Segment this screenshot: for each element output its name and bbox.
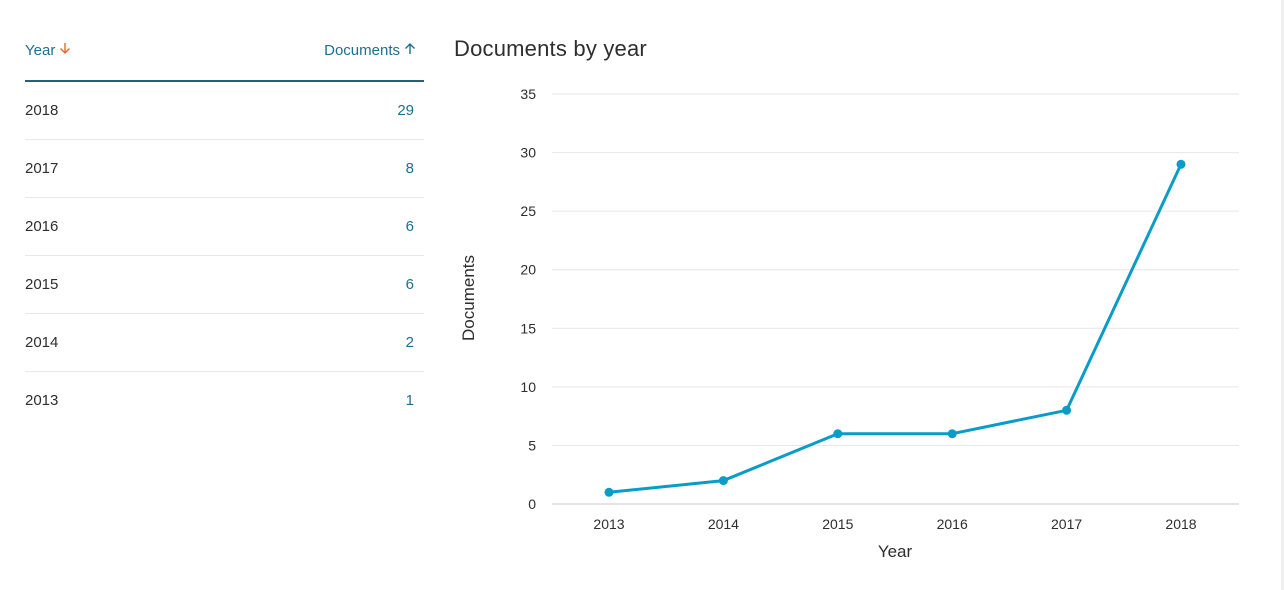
table-row: 2018 29 — [25, 82, 424, 140]
x-tick-label: 2016 — [937, 516, 968, 532]
documents-count-link[interactable]: 6 — [405, 218, 414, 235]
table-row: 2016 6 — [25, 198, 424, 256]
documents-count-link[interactable]: 8 — [405, 160, 414, 177]
year-cell: 2015 — [25, 276, 59, 293]
table-row: 2015 6 — [25, 256, 424, 314]
y-tick-label: 20 — [520, 262, 536, 278]
data-point[interactable] — [833, 429, 843, 439]
year-column-header[interactable]: Year — [25, 42, 71, 60]
year-cell: 2016 — [25, 218, 59, 235]
documents-count-link[interactable]: 29 — [397, 102, 414, 119]
y-tick-label: 15 — [520, 320, 536, 336]
x-tick-label: 2017 — [1051, 516, 1082, 532]
chart-title: Documents by year — [454, 36, 647, 61]
x-tick-label: 2018 — [1165, 516, 1196, 532]
x-axis-label: Year — [878, 542, 913, 561]
data-point[interactable] — [947, 429, 957, 439]
documents-count-link[interactable]: 2 — [405, 334, 414, 351]
x-tick-label: 2013 — [593, 516, 624, 532]
arrow-down-icon — [59, 42, 71, 59]
table-row: 2013 1 — [25, 372, 424, 429]
y-axis-label: Documents — [459, 255, 478, 341]
documents-count-link[interactable]: 6 — [405, 276, 414, 293]
year-cell: 2014 — [25, 334, 59, 351]
documents-header-label: Documents — [324, 42, 400, 59]
y-tick-label: 35 — [520, 86, 536, 102]
data-point[interactable] — [718, 476, 728, 486]
series-line — [608, 163, 1183, 494]
y-tick-label: 0 — [528, 496, 536, 512]
data-point[interactable] — [1176, 159, 1186, 169]
y-tick-label: 30 — [520, 145, 536, 161]
year-cell: 2018 — [25, 102, 59, 119]
scrollbar-track[interactable] — [1281, 0, 1284, 590]
y-tick-label: 5 — [528, 437, 536, 453]
documents-by-year-table: Year Documents 2018 29 2017 8 2016 6 2015 6 … — [25, 22, 424, 429]
year-cell: 2013 — [25, 392, 59, 409]
data-point[interactable] — [604, 487, 614, 497]
y-tick-label: 10 — [520, 379, 536, 395]
data-point[interactable] — [1062, 405, 1072, 415]
x-tick-label: 2014 — [708, 516, 739, 532]
year-header-label: Year — [25, 42, 56, 59]
year-cell: 2017 — [25, 160, 59, 177]
documents-column-header[interactable]: Documents — [324, 42, 416, 60]
table-row: 2017 8 — [25, 140, 424, 198]
y-tick-label: 25 — [520, 203, 536, 219]
table-header: Year Documents — [25, 22, 424, 82]
table-row: 2014 2 — [25, 314, 424, 372]
x-tick-label: 2015 — [822, 516, 853, 532]
documents-count-link[interactable]: 1 — [405, 392, 414, 409]
table-body: 2018 29 2017 8 2016 6 2015 6 2014 2 2013 1 — [25, 82, 424, 429]
arrow-up-icon — [404, 42, 416, 59]
